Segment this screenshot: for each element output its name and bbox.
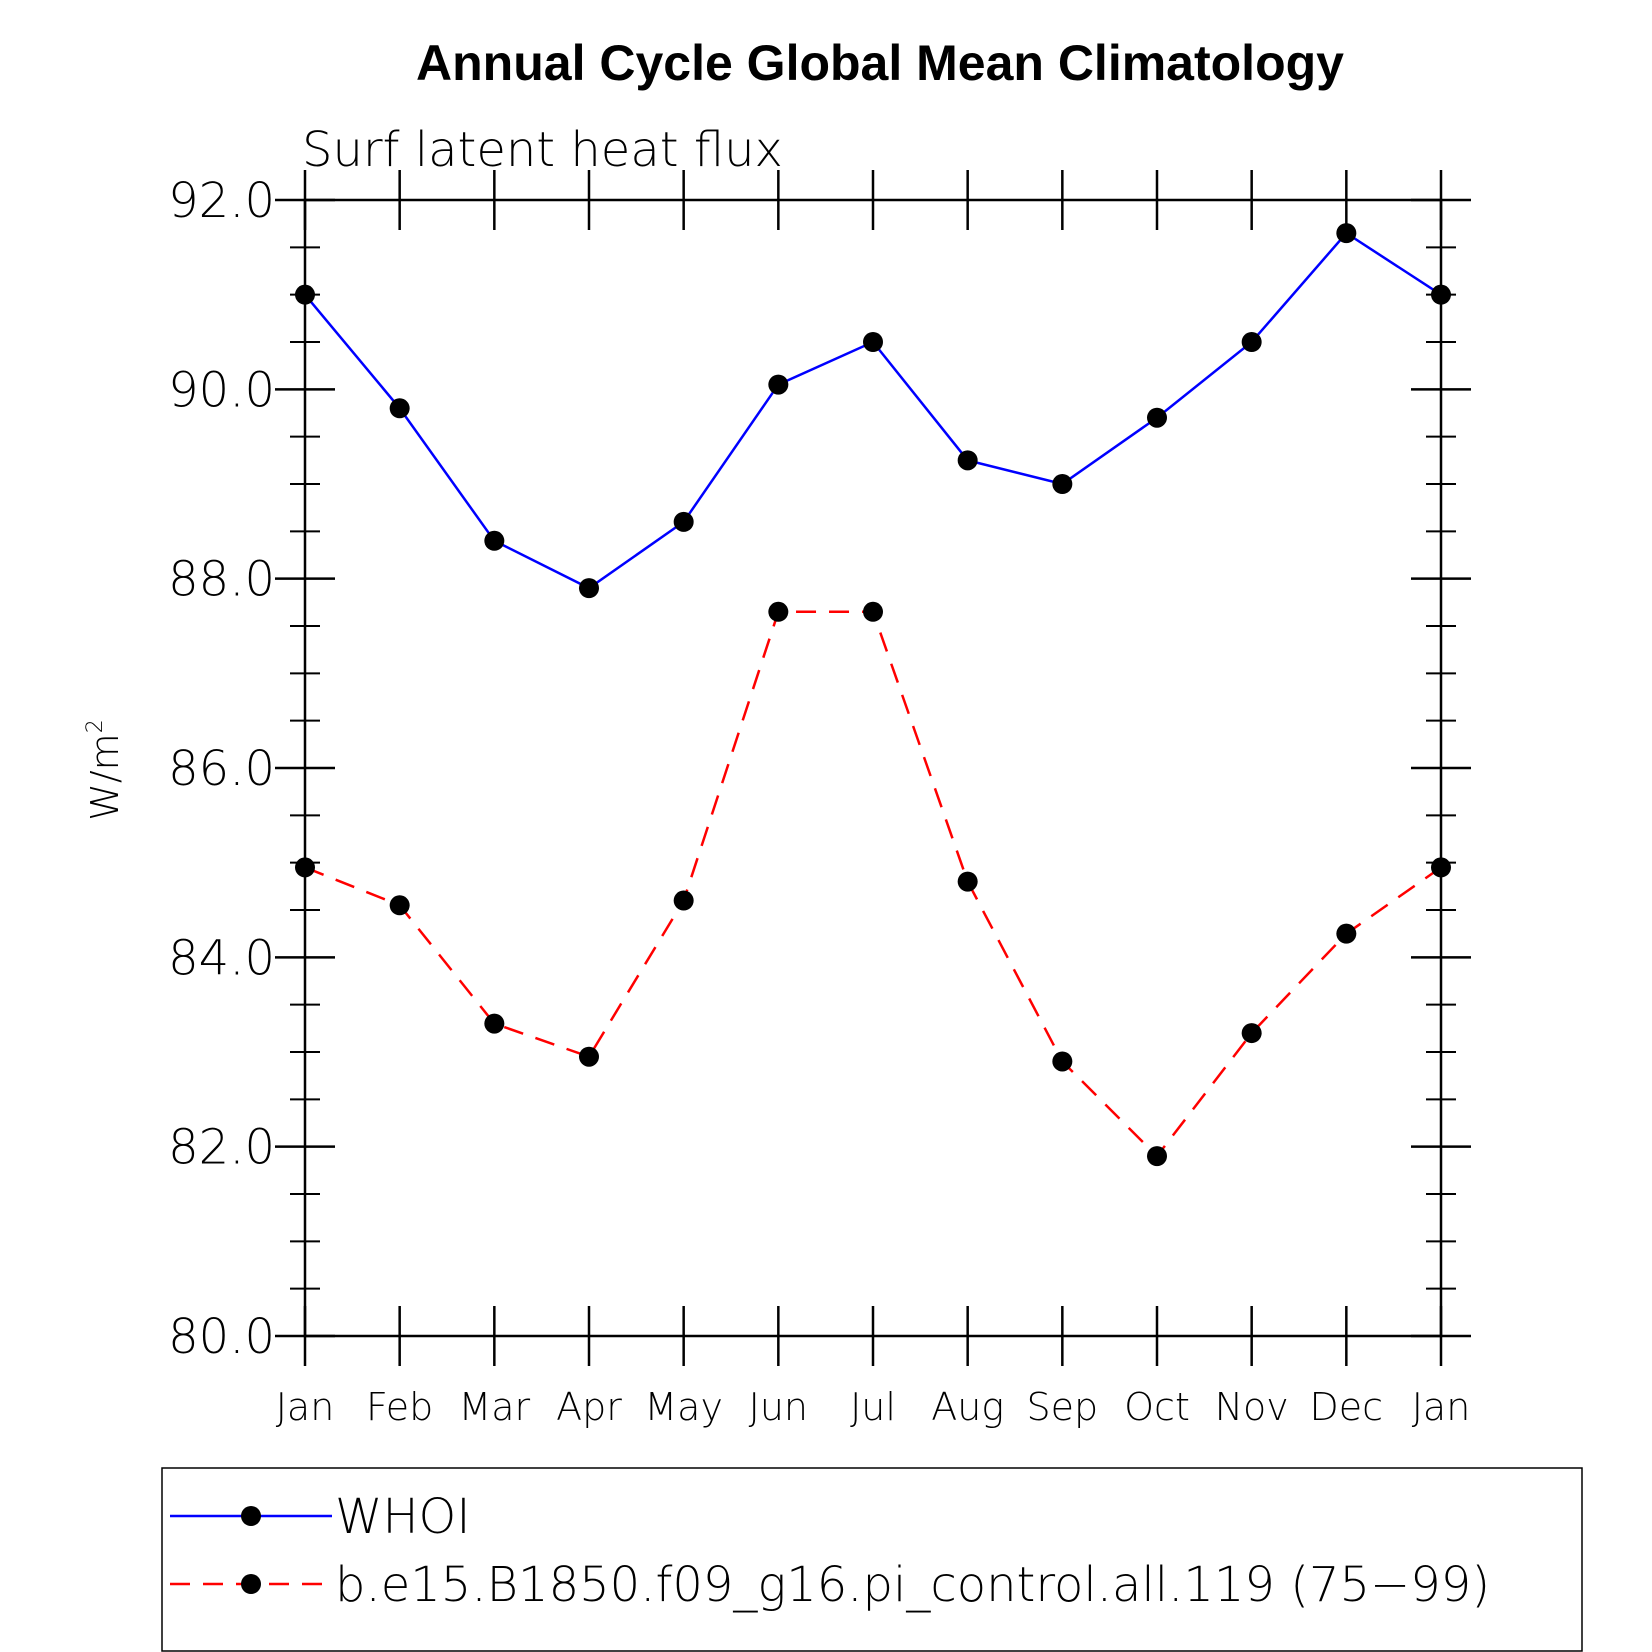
series-1-point [1052, 1051, 1073, 1072]
x-tick-label: Dec [1310, 1385, 1384, 1429]
x-tick-label: Mar [458, 1385, 530, 1429]
series-1-point [389, 895, 410, 916]
chart-subtitle: Surf latent heat flux [302, 122, 783, 178]
y-tick-label: 88.0 [168, 552, 275, 608]
series-1-point [579, 1046, 599, 1067]
series-0-point [768, 374, 789, 395]
series-1-point [1147, 1146, 1167, 1167]
y-tick-label: 90.0 [168, 362, 275, 418]
x-tick-label: Jan [276, 1385, 335, 1429]
legend-marker-1 [241, 1574, 261, 1594]
axis-ticks [275, 170, 1471, 1366]
y-tick-label: 80.0 [168, 1309, 275, 1365]
y-axis-label-exponent: 2 [83, 719, 108, 733]
x-tick-label: Apr [556, 1385, 622, 1429]
legend-label-0: WHOI [335, 1489, 471, 1545]
y-tick-label: 86.0 [168, 741, 275, 797]
series-1-point [295, 857, 315, 878]
x-tick-label: Jan [1412, 1385, 1471, 1429]
series-line-0 [304, 231, 1442, 590]
series-0-point [673, 511, 694, 532]
x-tick-label: Oct [1124, 1385, 1190, 1429]
series-layer [295, 223, 1451, 1167]
x-tick-label: May [644, 1385, 723, 1429]
series-1-point [957, 871, 978, 892]
legend-box [161, 1467, 1583, 1652]
series-0-point [1052, 474, 1073, 494]
series-0-point [579, 578, 599, 599]
series-1-point [1431, 857, 1451, 878]
svg-text:W/m2: W/m2 [83, 719, 127, 820]
plot-frame [303, 198, 1443, 1338]
y-axis-label: W/m2 [83, 719, 127, 820]
series-0-point [1431, 284, 1451, 305]
y-tick-label: 92.0 [168, 173, 275, 229]
series-0-point [863, 332, 883, 352]
legend-label-1: b.e15.B1850.f09_g16.pi_control.all.119 (… [335, 1557, 1490, 1613]
series-1-point [1336, 923, 1357, 944]
series-0-point [1147, 407, 1167, 428]
y-tick-label: 82.0 [168, 1120, 275, 1176]
x-tick-label: Nov [1215, 1385, 1289, 1429]
series-1-point [484, 1013, 505, 1034]
series-0-point [1241, 332, 1262, 352]
series-0-point [295, 284, 315, 305]
series-1-point [768, 601, 789, 622]
series-0-point [484, 530, 505, 551]
series-1-point [863, 601, 883, 622]
series-line-1 [304, 610, 1442, 1159]
x-tick-label: Feb [366, 1385, 433, 1429]
chart-title: Annual Cycle Global Mean Climatology [416, 35, 1344, 91]
series-0-point [389, 398, 410, 419]
series-1-point [673, 890, 694, 911]
y-axis-label-unit: W/m [83, 733, 127, 820]
x-tick-label: Jun [749, 1385, 808, 1429]
x-tick-label: Sep [1027, 1385, 1099, 1429]
x-tick-label: Jul [850, 1385, 896, 1429]
legend: WHOI b.e15.B1850.f09_g16.pi_control.all.1… [170, 1489, 1490, 1613]
legend-marker-0 [241, 1506, 261, 1526]
series-0-point [957, 450, 978, 471]
tick-labels: Jan Feb Mar Apr May Jun Jul Aug Sep Oct Nov Dec Jan8… [168, 173, 1470, 1429]
x-tick-label: Aug [931, 1385, 1004, 1429]
y-tick-label: 84.0 [168, 930, 275, 986]
series-1-point [1241, 1023, 1262, 1044]
series-0-point [1336, 223, 1357, 244]
